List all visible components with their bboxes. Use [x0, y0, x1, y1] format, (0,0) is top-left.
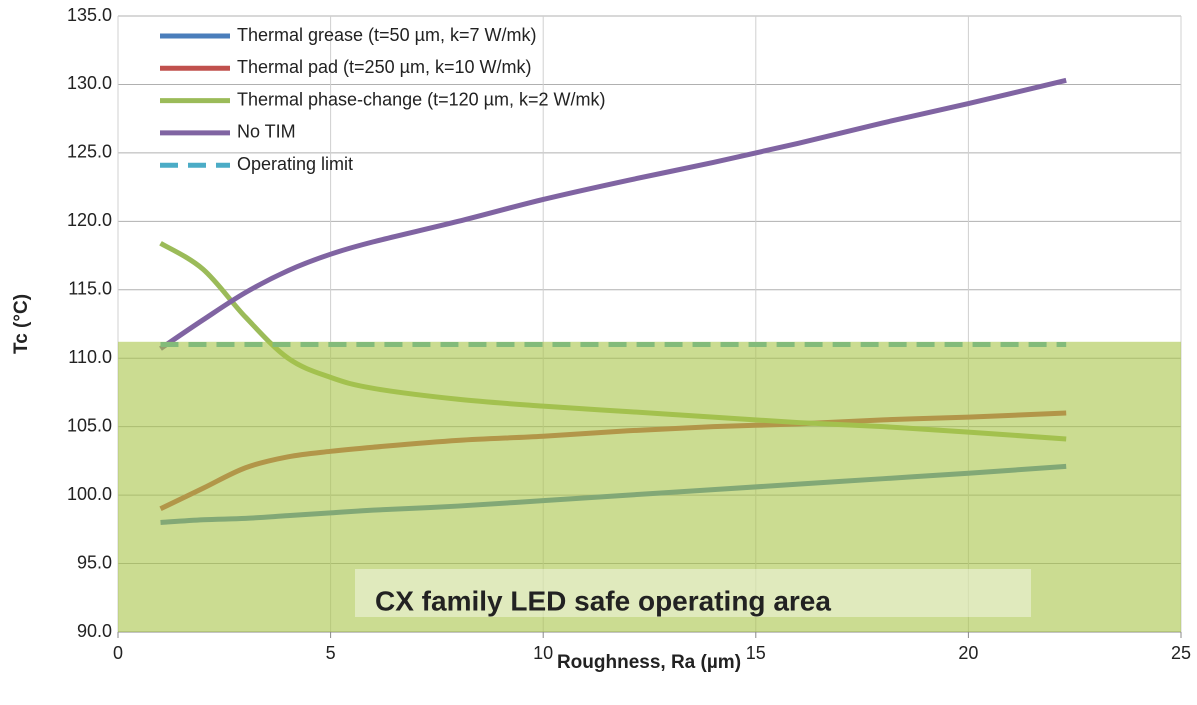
y-tick-label: 100.0	[67, 484, 112, 504]
y-tick-label: 105.0	[67, 415, 112, 435]
x-tick-label: 10	[533, 643, 553, 663]
y-tick-label: 120.0	[67, 210, 112, 230]
y-tick-label: 125.0	[67, 142, 112, 162]
legend-label: No TIM	[237, 122, 296, 142]
y-axis-label: Tc (°C)	[11, 294, 32, 354]
x-axis-label: Roughness, Ra (µm)	[557, 652, 741, 673]
y-tick-label: 90.0	[77, 621, 112, 641]
y-tick-label: 95.0	[77, 552, 112, 572]
legend-label: Thermal pad (t=250 µm, k=10 W/mk)	[237, 57, 531, 77]
safe-area	[118, 341, 1181, 632]
y-tick-label: 115.0	[68, 279, 112, 299]
x-tick-label: 5	[326, 643, 336, 663]
y-tick-label: 110.0	[68, 347, 112, 367]
x-tick-label: 25	[1171, 643, 1191, 663]
annotation-box	[355, 569, 1031, 617]
legend-label: Thermal phase-change (t=120 µm, k=2 W/mk…	[237, 89, 606, 109]
legend-label: Operating limit	[237, 154, 353, 174]
x-tick-label: 0	[113, 643, 123, 663]
x-tick-label: 20	[958, 643, 978, 663]
series-line	[159, 77, 1067, 351]
annotation: CX family LED safe operating area	[375, 585, 831, 616]
y-tick-label: 130.0	[67, 73, 112, 93]
x-tick-label: 15	[746, 643, 766, 663]
legend-label: Thermal grease (t=50 µm, k=7 W/mk)	[237, 25, 536, 45]
y-tick-label: 135.0	[67, 5, 112, 25]
